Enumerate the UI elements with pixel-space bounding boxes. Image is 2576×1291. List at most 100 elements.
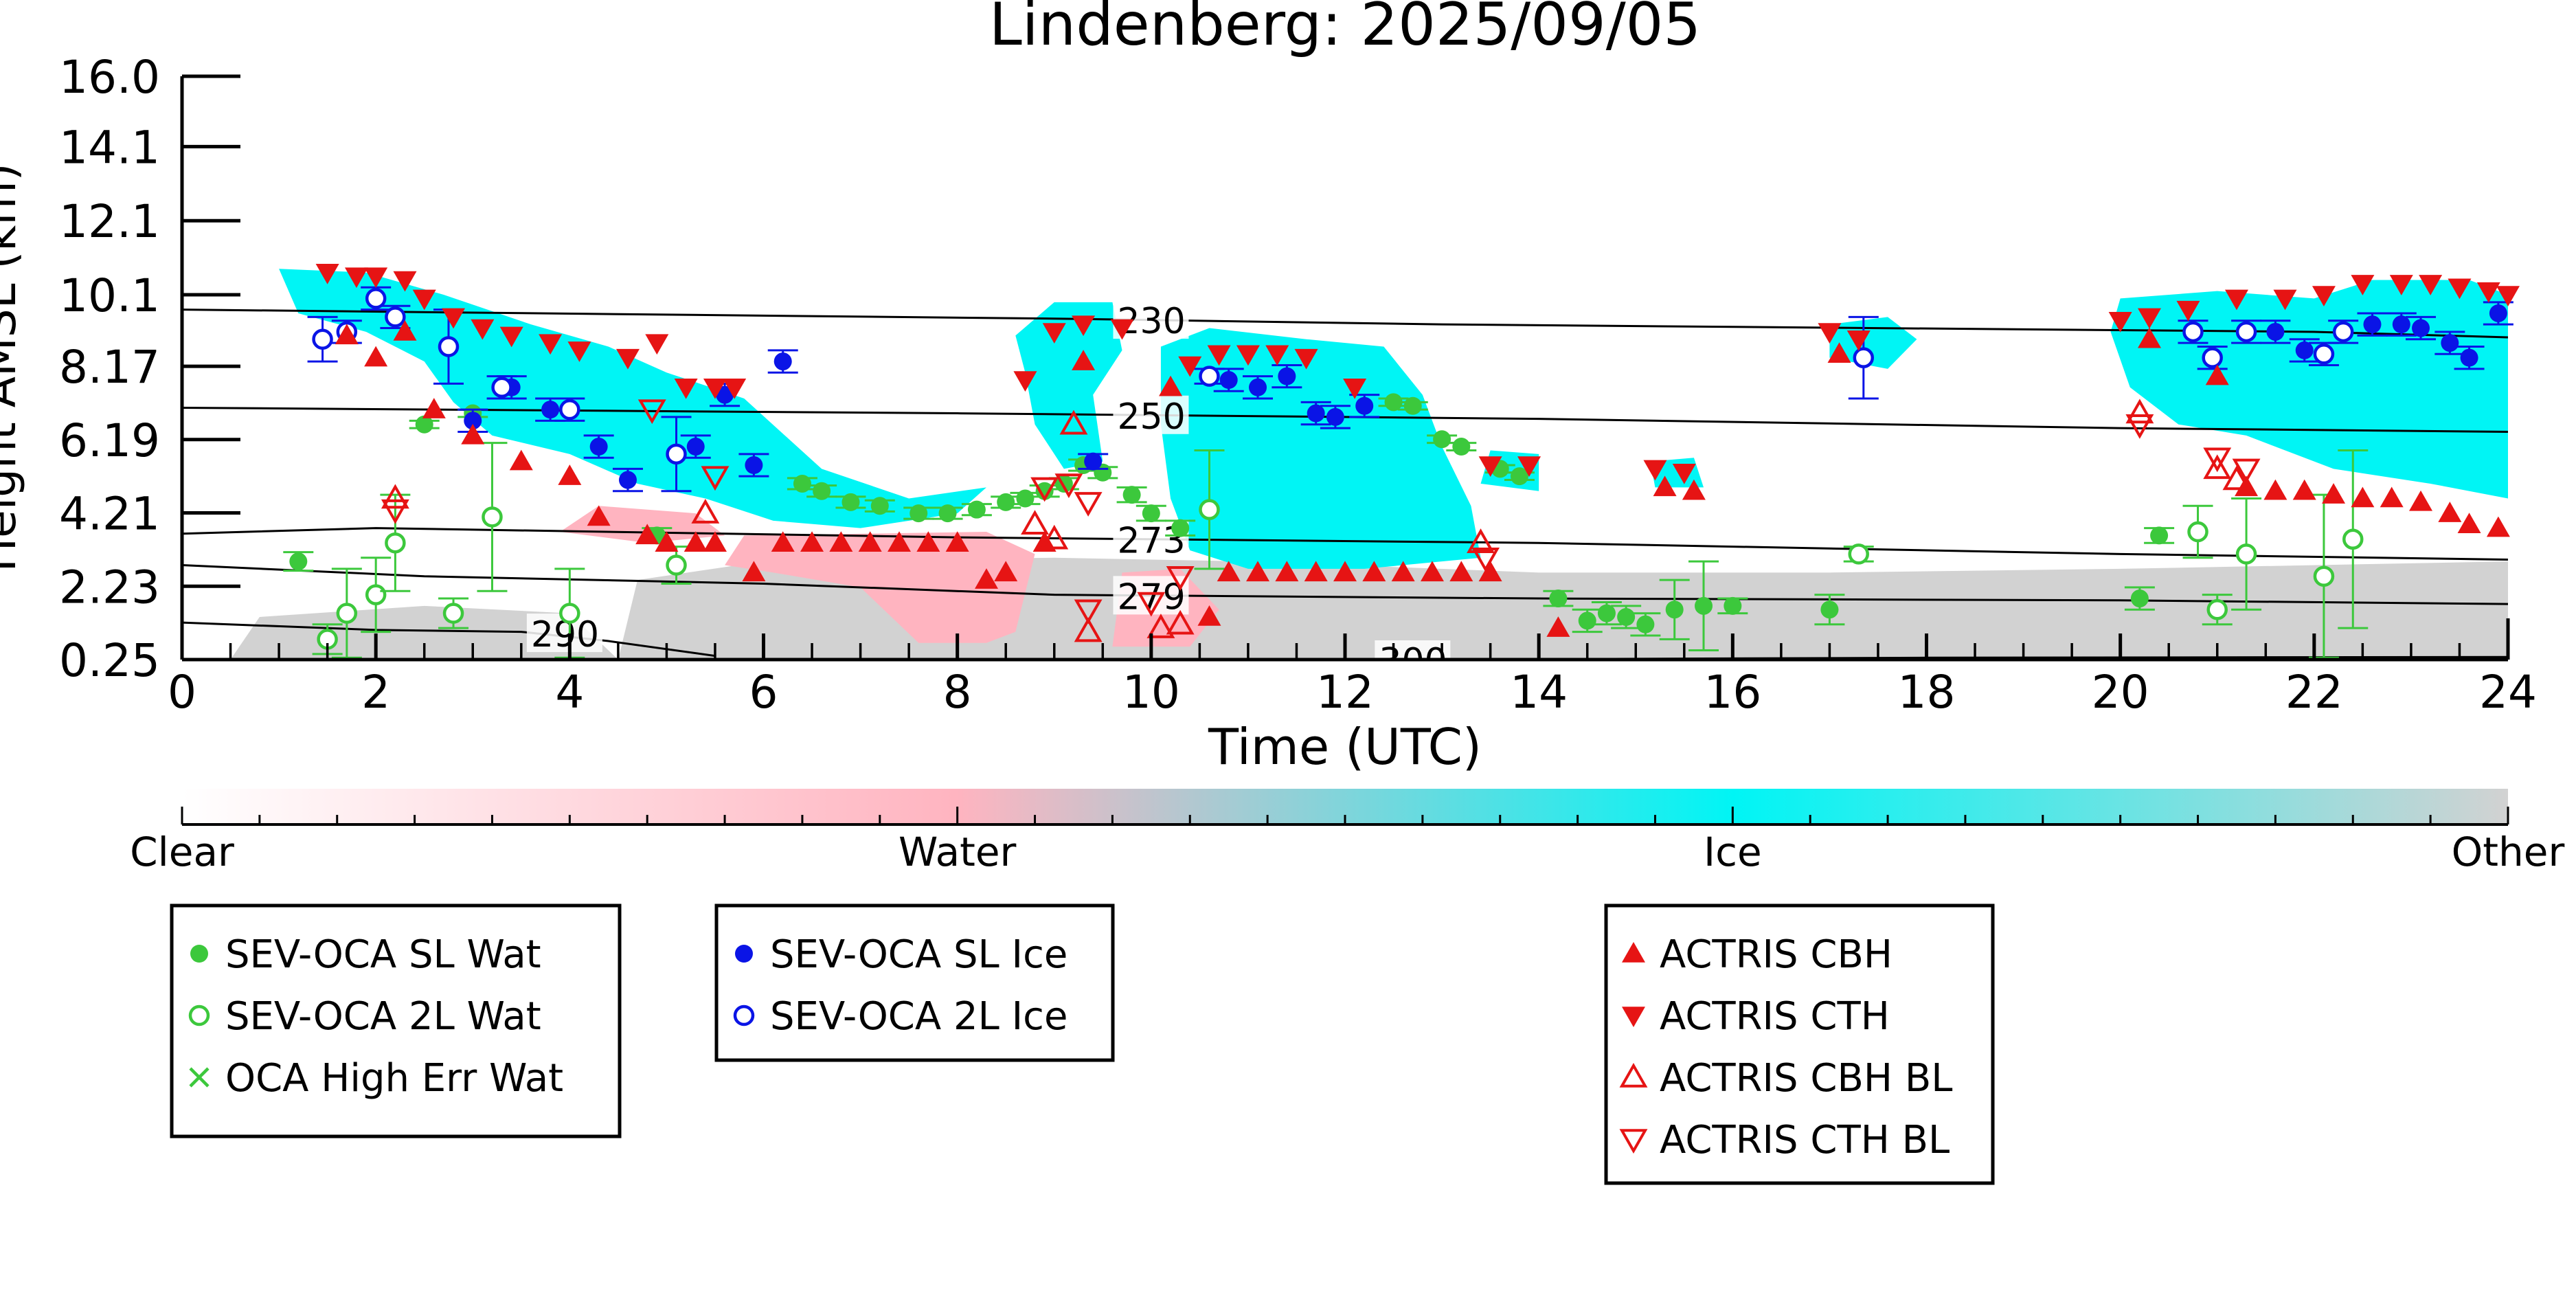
data-point [1848,543,1869,565]
legend-label: SEV-OCA SL Wat [225,932,541,977]
x-tick-label: 22 [2285,666,2343,719]
data-point [2137,327,2161,348]
data-point [2125,398,2154,424]
data-point [1578,611,1596,630]
data-point [464,412,482,430]
data-point [2222,465,2251,491]
legend-box: SEV-OCA SL Ice SEV-OCA 2L Ice [714,903,1115,1062]
cloud-region-ice [279,269,1016,528]
data-point [1072,350,1096,370]
data-point [1278,367,1296,385]
legend-label: ACTRIS CTH BL [1660,1118,1950,1163]
y-tick-label: 4.21 [59,488,160,541]
data-point [393,319,417,341]
data-point [2130,590,2149,608]
data-point [1236,345,1260,366]
data-point [2312,286,2336,307]
data-point [381,484,409,509]
data-point [1013,371,1037,392]
data-point [315,263,339,284]
isotherm-label-bg [1113,395,1189,434]
data-point [1818,323,1842,344]
data-point [2448,278,2472,300]
data-point [2351,486,2375,508]
data-point [1074,617,1103,642]
data-point [2489,304,2507,322]
data-point [2419,275,2443,295]
x-tick-label: 12 [1316,666,1374,719]
data-point [2380,486,2404,508]
data-point [461,423,485,445]
data-point [188,1004,210,1026]
data-point [2313,565,2335,587]
data-point [365,288,387,309]
series-actris-cbh-bl [381,398,2251,642]
data-point [1420,561,1444,582]
data-point [674,379,698,399]
data-point [1333,561,1357,582]
data-point [1021,510,1049,535]
data-point [558,464,582,485]
data-point [2232,458,2261,484]
data-point [1433,430,1451,449]
series-sev-oca-2l-wat [312,442,2369,659]
data-point [1171,519,1190,537]
data-point [1035,482,1054,500]
data-point [438,336,460,357]
data-point [1326,407,1344,426]
data-point [385,532,406,554]
data-point [1219,371,1238,390]
data-point [422,398,446,418]
y-tick-label: 8.17 [59,341,160,394]
isotherm-line [182,564,2508,605]
colorbar-label: Ice [1704,829,1762,875]
data-point [1695,596,1713,615]
data-point [1622,942,1645,963]
data-point [666,443,687,465]
data-point [1246,561,1270,582]
data-point [967,500,986,519]
data-point [1343,379,1367,399]
x-tick-label: 8 [943,666,972,719]
legend-label: OCA High Err Wat [225,1056,563,1101]
data-point [1403,396,1422,415]
x-tick-label: 10 [1122,666,1180,719]
cloud-type-colorbar: Clear Water Ice Other [130,789,2564,875]
cloud-region-ice [1829,317,1917,369]
data-point [1059,409,1088,435]
data-point [1054,473,1083,498]
y-tick-label: 14.1 [59,121,160,174]
legend-item: SEV-OCA 2L Wat [188,994,541,1039]
data-point [2125,414,2154,439]
data-point [2389,275,2413,295]
legend-label: ACTRIS CBH [1660,932,1893,977]
data-point [1549,590,1568,608]
data-point [1384,393,1403,412]
x-tick-label: 14 [1510,666,1568,719]
data-point [364,346,388,367]
data-point [945,531,969,552]
data-point [539,334,563,355]
data-point [2476,282,2500,303]
data-point [541,401,560,419]
data-point [2202,347,2223,368]
data-point [442,603,464,624]
legend-item: ACTRIS CTH [1622,994,1890,1039]
colorbar-label: Clear [130,829,234,875]
isotherm-label-bg [1375,640,1451,660]
data-point [393,271,417,292]
series-actris-cth-bl [381,399,2261,625]
x-tick-label: 24 [2479,666,2537,719]
data-point [1619,1129,1648,1154]
data-point [1032,531,1057,552]
data-point [813,482,831,500]
data-point [1617,608,1636,627]
chart-title: Lindenberg: 2025/09/05 [989,0,1701,59]
legend-label: SEV-OCA SL Ice [770,932,1067,977]
legend-item: SEV-OCA SL Wat [190,932,541,977]
legend-item: SEV-OCA SL Ice [735,932,1067,977]
data-point [888,531,912,552]
data-point [2392,315,2410,334]
data-point [637,399,666,425]
data-point [1510,467,1528,486]
